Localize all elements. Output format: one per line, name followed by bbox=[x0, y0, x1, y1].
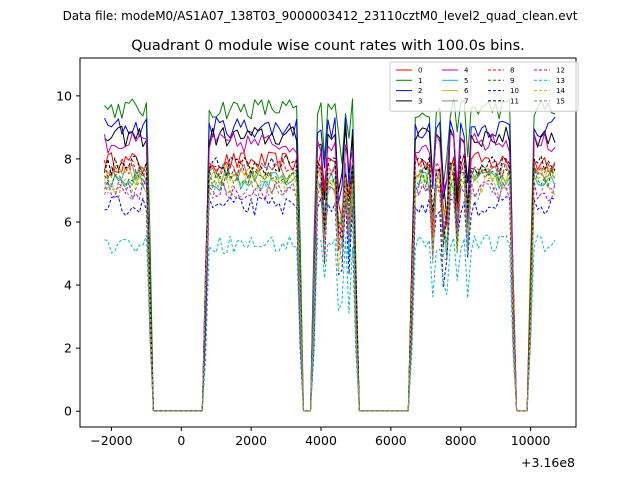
legend-label-9: 9 bbox=[510, 77, 514, 85]
x-offset-label: +3.16e8 bbox=[521, 455, 575, 470]
legend-label-2: 2 bbox=[418, 87, 422, 95]
x-tick-label: 6000 bbox=[375, 433, 407, 448]
y-tick-label: 8 bbox=[64, 151, 72, 166]
y-tick-label: 6 bbox=[64, 215, 72, 230]
x-tick-label: −2000 bbox=[90, 433, 132, 448]
y-axis: 0 2 4 6 8 10 bbox=[56, 88, 80, 419]
legend-label-10: 10 bbox=[510, 87, 519, 95]
legend-label-1: 1 bbox=[418, 77, 422, 85]
chart-title: Quadrant 0 module wise count rates with … bbox=[131, 38, 525, 54]
legend-label-14: 14 bbox=[556, 87, 565, 95]
series-line-8 bbox=[104, 157, 556, 412]
legend-label-7: 7 bbox=[464, 97, 468, 105]
series-layer bbox=[104, 97, 556, 412]
legend-label-5: 5 bbox=[464, 77, 468, 85]
x-tick-label: 8000 bbox=[445, 433, 477, 448]
x-axis: −2000 0 2000 4000 6000 8000 10000 bbox=[90, 427, 551, 448]
y-tick-label: 4 bbox=[64, 278, 72, 293]
axes-frame bbox=[79, 57, 577, 428]
x-tick-label: 10000 bbox=[511, 433, 551, 448]
y-tick-label: 10 bbox=[56, 88, 72, 103]
legend-label-8: 8 bbox=[510, 67, 514, 75]
axes-background bbox=[80, 58, 576, 427]
y-tick-label: 2 bbox=[64, 341, 72, 356]
legend-label-12: 12 bbox=[556, 67, 565, 75]
legend-label-3: 3 bbox=[418, 97, 422, 105]
legend-frame bbox=[389, 61, 579, 112]
legend-label-4: 4 bbox=[464, 67, 469, 75]
legend-label-0: 0 bbox=[418, 67, 422, 75]
plot-area bbox=[79, 57, 577, 428]
series-line-15 bbox=[104, 180, 556, 412]
x-tick-label: 4000 bbox=[305, 433, 337, 448]
legend-label-11: 11 bbox=[510, 97, 519, 105]
legend-label-6: 6 bbox=[464, 87, 469, 95]
x-tick-label: 2000 bbox=[235, 433, 267, 448]
legend-label-13: 13 bbox=[556, 77, 565, 85]
legend-label-15: 15 bbox=[556, 97, 565, 105]
suptitle: Data file: modeM0/AS1A07_138T03_90000034… bbox=[63, 9, 578, 23]
y-tick-label: 0 bbox=[64, 404, 72, 419]
x-tick-label: 0 bbox=[177, 433, 185, 448]
